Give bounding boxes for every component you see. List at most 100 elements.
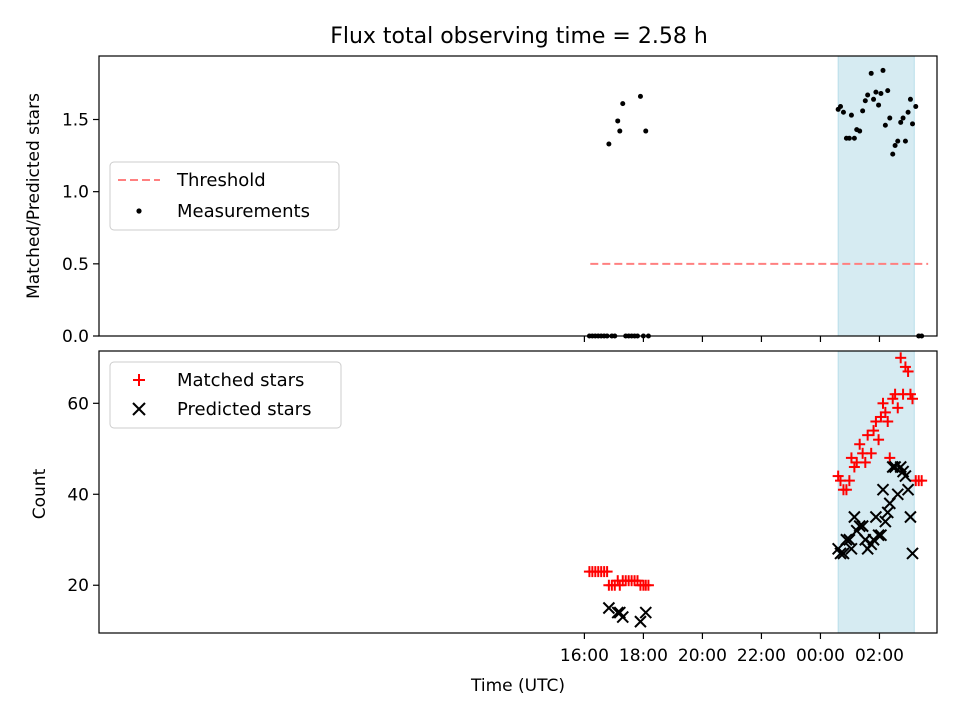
top-axes-frame — [98, 55, 938, 337]
predicted-star-point — [634, 615, 647, 628]
matched-star-point — [895, 352, 907, 364]
x-tick-label: 16:00 — [560, 646, 609, 666]
predicted-star-point — [888, 460, 902, 474]
predicted-star-point — [602, 601, 616, 615]
predicted-star-point — [879, 515, 892, 528]
measurement-point — [878, 91, 884, 97]
x-tick-label: 20:00 — [678, 646, 727, 666]
predicted-star-point — [904, 510, 917, 524]
measurement-point — [900, 115, 906, 121]
matched-star-point — [877, 397, 889, 409]
bottom-marks — [583, 352, 928, 628]
bottom-shaded-span — [837, 350, 915, 634]
legend-label-measurements: Measurements — [177, 201, 310, 222]
y-tick-label: 20 — [67, 576, 89, 596]
y-tick-label: 0.5 — [62, 255, 89, 275]
matched-star-point — [865, 447, 877, 459]
top-y-ticks: 0.0 0.5 1.0 1.5 — [62, 111, 99, 347]
predicted-star-point — [874, 529, 888, 542]
measurement-point — [882, 122, 888, 128]
matched-star-point — [882, 416, 894, 427]
measurement-point — [851, 135, 857, 141]
matched-star-point — [854, 438, 866, 450]
top-panel: 0.0 0.5 1.0 1.5 Matched/Predicted stars Thr… — [24, 55, 938, 347]
predicted-star-point — [840, 533, 853, 546]
measurement-point — [840, 109, 846, 115]
top-y-axis-label: Matched/Predicted stars — [24, 93, 44, 299]
matched-star-point — [916, 475, 928, 487]
top-legend: Threshold Measurements — [109, 161, 340, 231]
bottom-y-ticks: 20 40 60 — [67, 394, 99, 596]
measurement-point — [902, 138, 908, 144]
x-axis-label: Time (UTC) — [470, 676, 565, 696]
predicted-star-point — [834, 547, 847, 560]
matched-star-point — [873, 434, 885, 446]
measurement-point — [880, 67, 886, 73]
measurement-point — [890, 151, 896, 157]
predicted-star-point — [837, 547, 850, 560]
bottom-axes-frame — [98, 350, 938, 634]
measurement-point — [862, 98, 868, 104]
y-tick-label: 40 — [67, 485, 89, 505]
matched-star-point — [902, 365, 914, 377]
measurement-point — [848, 112, 854, 118]
measurement-point — [838, 104, 844, 110]
predicted-star-point — [853, 519, 866, 533]
predicted-star-point — [843, 533, 856, 546]
predicted-star-point — [856, 519, 869, 533]
predicted-star-point — [891, 488, 904, 501]
top-marks — [586, 67, 929, 339]
bottom-y-axis-label: Count — [30, 468, 50, 519]
legend-label-matched: Matched stars — [177, 370, 304, 391]
legend-label-predicted: Predicted stars — [177, 399, 311, 420]
measurements-legend-swatch — [136, 208, 142, 214]
y-tick-label: 1.0 — [62, 183, 89, 203]
matched-star-point — [859, 456, 871, 468]
measurement-point — [885, 88, 891, 94]
measurement-point — [898, 119, 904, 125]
predicted-star-point — [906, 547, 919, 560]
matched-star-point — [892, 402, 904, 414]
bottom-panel: 20 40 60 16:00 18:00 20:00 22:00 00:00 02:00 Co… — [30, 350, 938, 696]
measurement-point — [887, 115, 893, 121]
matched-legend-swatch — [133, 374, 145, 386]
predicted-star-point — [872, 529, 885, 542]
predicted-star-point — [616, 610, 629, 624]
matched-star-point — [642, 579, 654, 591]
measurement-point — [910, 121, 916, 127]
measurement-point — [615, 118, 621, 124]
predicted-star-point — [881, 506, 894, 519]
top-x-ticks — [583, 336, 881, 342]
predicted-star-point — [876, 483, 890, 496]
legend-label-threshold: Threshold — [176, 170, 266, 191]
measurement-point — [873, 89, 879, 95]
measurement-point — [857, 128, 863, 134]
measurement-point — [617, 128, 623, 134]
matched-star-point — [868, 425, 880, 437]
x-tick-label: 00:00 — [796, 646, 845, 666]
x-tick-label: 22:00 — [737, 646, 786, 666]
measurement-point — [865, 92, 871, 98]
predicted-star-point — [869, 510, 883, 524]
matched-star-point — [907, 393, 919, 405]
measurement-point — [913, 104, 919, 110]
y-tick-label: 60 — [67, 394, 89, 414]
predicted-star-point — [901, 483, 915, 496]
measurement-point — [637, 93, 643, 99]
measurement-point — [643, 128, 649, 134]
bottom-x-ticks: 16:00 18:00 20:00 22:00 00:00 02:00 — [560, 633, 904, 666]
top-shaded-span — [837, 55, 915, 337]
matched-star-point — [862, 429, 874, 441]
chart-title: Flux total observing time = 2.58 h — [330, 24, 708, 49]
predicted-star-point — [899, 469, 912, 483]
matched-star-point — [843, 475, 855, 487]
measurement-point — [620, 101, 626, 107]
matched-star-point — [879, 406, 891, 418]
x-tick-label: 02:00 — [855, 646, 904, 666]
y-tick-label: 1.5 — [62, 111, 89, 131]
matched-star-point — [840, 484, 852, 496]
measurement-point — [846, 135, 852, 141]
measurement-point — [892, 142, 898, 148]
predicted-star-point — [845, 542, 858, 556]
measurement-point — [860, 108, 866, 114]
